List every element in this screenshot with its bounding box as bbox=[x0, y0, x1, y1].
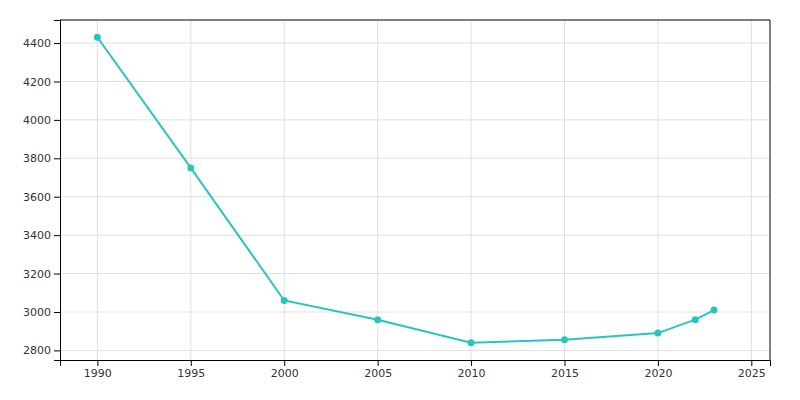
y-tick-mark bbox=[54, 274, 60, 275]
x-axis: 1990 1995 2000 2005 2010 2015 2020 2025 bbox=[61, 360, 771, 380]
y-tick-mark bbox=[54, 43, 60, 44]
x-tick-mark bbox=[471, 360, 472, 366]
y-tick-label: 3000 bbox=[23, 306, 51, 319]
y-tick-label: 3200 bbox=[23, 268, 51, 281]
x-tick-mark bbox=[658, 360, 659, 366]
y-tick-mark bbox=[54, 120, 60, 121]
x-tick-label: 2020 bbox=[644, 367, 672, 380]
y-tick: 4000 bbox=[23, 114, 60, 127]
x-tick-mark bbox=[97, 360, 98, 366]
grid-line-x bbox=[377, 20, 378, 360]
grid-line-x bbox=[564, 20, 565, 360]
chart-container: 1990 1995 2000 2005 2010 2015 2020 2025 2800 3000… bbox=[0, 0, 800, 400]
grid-line-x bbox=[284, 20, 285, 360]
y-tick-mark bbox=[54, 81, 60, 82]
y-tick-label: 4400 bbox=[23, 37, 51, 50]
x-tick: 2010 bbox=[458, 360, 486, 380]
x-tick: 2015 bbox=[551, 360, 579, 380]
x-tick-mark bbox=[191, 360, 192, 366]
point bbox=[374, 316, 381, 323]
grid-line-y bbox=[60, 235, 770, 236]
x-tick: 1995 bbox=[177, 360, 205, 380]
x-tick-mark bbox=[564, 360, 565, 366]
x-tick-label: 1995 bbox=[177, 367, 205, 380]
x-tick: 1990 bbox=[84, 360, 112, 380]
marks bbox=[94, 34, 718, 346]
x-tick-label: 2010 bbox=[458, 367, 486, 380]
y-tick-mark bbox=[54, 158, 60, 159]
line bbox=[97, 37, 714, 342]
grid-line-x bbox=[471, 20, 472, 360]
x-tick: 2020 bbox=[644, 360, 672, 380]
plot: 1990 1995 2000 2005 2010 2015 2020 2025 2800 3000… bbox=[23, 20, 771, 380]
point bbox=[710, 307, 717, 314]
grid-line-x bbox=[657, 20, 658, 360]
y-tick-label: 4200 bbox=[23, 75, 51, 88]
grid-line-x bbox=[190, 20, 191, 360]
grid-line-y bbox=[60, 158, 770, 159]
point bbox=[281, 297, 288, 304]
y-tick-label: 3800 bbox=[23, 152, 51, 165]
chart-svg: 1990 1995 2000 2005 2010 2015 2020 2025 2800 3000… bbox=[0, 0, 800, 400]
x-tick-mark bbox=[378, 360, 379, 366]
x-tick-label: 2005 bbox=[364, 367, 392, 380]
y-tick: 2800 bbox=[23, 344, 60, 357]
y-tick-label: 4000 bbox=[23, 114, 51, 127]
grid-line-y bbox=[60, 311, 770, 312]
grid-line-x bbox=[97, 20, 98, 360]
y-axis: 2800 3000 3200 3400 3600 3800 4000 4200 4400 bbox=[23, 21, 61, 361]
y-tick-mark bbox=[54, 235, 60, 236]
y-tick: 4400 bbox=[23, 37, 60, 50]
y-tick: 3600 bbox=[23, 191, 60, 204]
y-axis-line bbox=[54, 21, 61, 361]
point bbox=[468, 339, 475, 346]
grid bbox=[60, 20, 770, 360]
grid-line-y bbox=[60, 196, 770, 197]
x-tick: 2025 bbox=[738, 360, 766, 380]
y-tick: 3400 bbox=[23, 229, 60, 242]
y-tick: 4200 bbox=[23, 75, 60, 88]
y-tick-label: 3400 bbox=[23, 229, 51, 242]
y-tick: 3800 bbox=[23, 152, 60, 165]
y-tick-mark bbox=[54, 350, 60, 351]
grid-line-y bbox=[60, 273, 770, 274]
y-tick-mark bbox=[54, 197, 60, 198]
x-tick-mark bbox=[751, 360, 752, 366]
frame-right bbox=[770, 20, 771, 360]
point bbox=[561, 336, 568, 343]
grid-line-x bbox=[751, 20, 752, 360]
x-tick-label: 2025 bbox=[738, 367, 766, 380]
x-tick-label: 2000 bbox=[271, 367, 299, 380]
y-tick-label: 3600 bbox=[23, 191, 51, 204]
point bbox=[692, 316, 699, 323]
frame-top bbox=[60, 20, 770, 21]
x-tick-mark bbox=[284, 360, 285, 366]
y-tick-label: 2800 bbox=[23, 344, 51, 357]
point bbox=[94, 34, 101, 41]
x-tick-label: 2015 bbox=[551, 367, 579, 380]
grid-line-y bbox=[60, 119, 770, 120]
y-tick-mark bbox=[54, 312, 60, 313]
grid-line-y bbox=[60, 43, 770, 44]
y-tick: 3000 bbox=[23, 306, 60, 319]
y-tick: 3200 bbox=[23, 268, 60, 281]
x-tick-label: 1990 bbox=[84, 367, 112, 380]
grid-line-y bbox=[60, 81, 770, 82]
grid-line-y bbox=[60, 350, 770, 351]
x-tick: 2000 bbox=[271, 360, 299, 380]
x-axis-line bbox=[61, 361, 771, 367]
point bbox=[654, 330, 661, 337]
x-tick: 2005 bbox=[364, 360, 392, 380]
point bbox=[187, 164, 194, 171]
